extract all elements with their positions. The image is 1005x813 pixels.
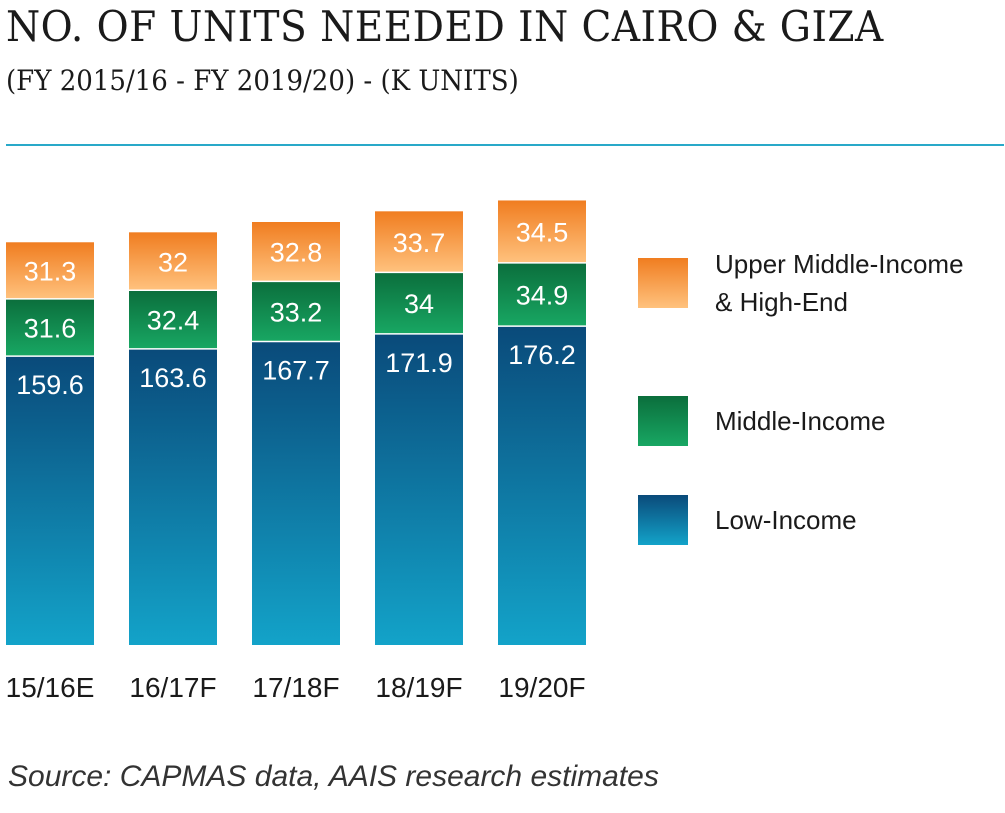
title-divider (6, 144, 1004, 146)
legend-item-upper-middle-income: Upper Middle-Income & High-End (638, 245, 1005, 321)
bar-segment-middle-income (252, 281, 340, 342)
chart-title: NO. OF UNITS NEEDED IN CAIRO & GIZA (6, 2, 884, 51)
legend-item-low-income: Low-Income (638, 495, 1005, 545)
data-label-middle-income: 33.2 (270, 297, 323, 327)
data-label-middle-income: 34 (404, 289, 434, 319)
bar-segment-upper-income (498, 200, 586, 263)
chart-subtitle: (FY 2015/16 - FY 2019/20) - (K UNITS) (6, 64, 519, 97)
bar-segment-upper-income (252, 222, 340, 282)
legend-swatch-middle (638, 396, 688, 446)
bar-segment-upper-income (6, 242, 94, 299)
source-note: Source: CAPMAS data, AAIS research estim… (8, 760, 659, 793)
data-label-upper-income: 34.5 (516, 218, 569, 248)
data-label-low-income: 176.2 (508, 340, 576, 370)
data-label-low-income: 163.6 (139, 363, 207, 393)
legend-label-low: Low-Income (715, 505, 857, 535)
bar-segment-middle-income (6, 298, 94, 357)
bar-segment-low-income (252, 341, 340, 645)
category-label: 16/17F (129, 672, 216, 703)
legend-swatch-upper (638, 258, 688, 308)
data-label-low-income: 167.7 (262, 355, 330, 385)
legend-item-middle-income: Middle-Income (638, 396, 1005, 446)
bar-segment-low-income (129, 348, 217, 645)
bar-segment-low-income (375, 333, 463, 645)
data-label-middle-income: 34.9 (516, 280, 569, 310)
category-label: 15/16E (6, 672, 95, 703)
bar-segment-middle-income (375, 272, 463, 334)
bars-group: 159.6 31.6 31.3 163.6 32.4 32 167.7 33.2 32.8 171… (6, 200, 586, 645)
bar-segment-middle-income (129, 290, 217, 349)
bar-segment-middle-income (498, 262, 586, 327)
data-label-low-income: 159.6 (16, 370, 84, 400)
data-label-upper-income: 31.3 (24, 257, 77, 287)
legend-label-middle: Middle-Income (715, 406, 886, 436)
legend-label-upper-line2: & High-End (715, 287, 848, 317)
data-label-upper-income: 33.7 (393, 228, 446, 258)
data-label-upper-income: 32 (158, 247, 188, 277)
legend-label-upper: Upper Middle-Income & High-End (715, 245, 1005, 321)
data-label-middle-income: 32.4 (147, 306, 200, 336)
bar-segment-upper-income (129, 232, 217, 291)
bar-segment-upper-income (375, 211, 463, 273)
bar-segment-low-income (498, 326, 586, 645)
data-label-upper-income: 32.8 (270, 238, 323, 268)
data-label-low-income: 171.9 (385, 348, 453, 378)
category-label: 19/20F (498, 672, 585, 703)
legend-label-upper-line1: Upper Middle-Income (715, 249, 964, 279)
category-labels: 15/16E 16/17F 17/18F 18/19F 19/20F (6, 672, 586, 703)
bar-segment-low-income (6, 356, 94, 645)
category-label: 17/18F (252, 672, 339, 703)
category-label: 18/19F (375, 672, 462, 703)
data-label-middle-income: 31.6 (24, 314, 77, 344)
legend-swatch-low (638, 495, 688, 545)
